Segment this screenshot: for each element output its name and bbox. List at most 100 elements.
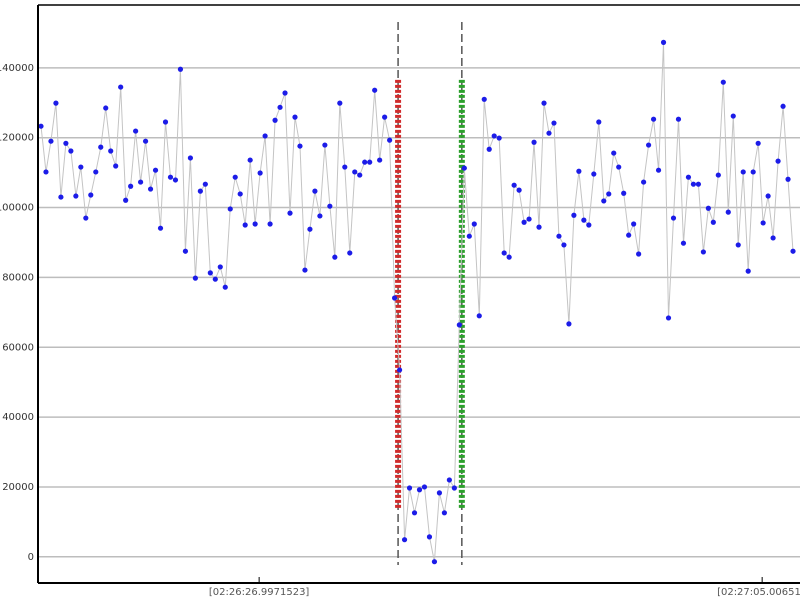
data-point xyxy=(526,216,532,222)
data-point xyxy=(396,367,403,373)
data-point xyxy=(790,248,796,254)
data-point xyxy=(621,190,627,196)
data-point xyxy=(735,242,741,248)
data-point xyxy=(695,181,702,187)
data-point xyxy=(611,150,617,156)
data-point xyxy=(690,181,697,187)
data-point xyxy=(755,140,761,146)
data-point xyxy=(307,226,313,232)
data-point xyxy=(192,275,198,281)
data-point xyxy=(88,192,94,198)
data-point xyxy=(760,220,766,226)
data-point xyxy=(541,100,547,106)
data-point xyxy=(182,248,189,254)
data-point xyxy=(282,90,288,96)
data-point xyxy=(421,484,428,490)
data-point xyxy=(63,140,69,146)
data-point xyxy=(546,130,552,136)
data-point xyxy=(53,100,59,106)
data-point xyxy=(372,87,378,93)
data-point xyxy=(401,537,408,543)
y-tick-label: 140000 xyxy=(0,63,34,74)
data-point xyxy=(277,104,283,110)
y-tick-label: 0 xyxy=(28,552,34,563)
data-point xyxy=(83,215,89,221)
data-point xyxy=(416,487,423,493)
data-point xyxy=(267,221,273,227)
data-point xyxy=(357,172,363,178)
data-point xyxy=(571,212,577,218)
data-point xyxy=(705,205,711,211)
data-point xyxy=(660,39,667,45)
data-point xyxy=(566,321,572,327)
data-point xyxy=(551,120,557,126)
data-point xyxy=(770,235,776,241)
data-point xyxy=(466,233,472,239)
x-tick-label: [02:27:05.006517 xyxy=(717,587,800,598)
data-point xyxy=(147,186,154,192)
data-point xyxy=(103,105,109,111)
data-point xyxy=(670,215,677,221)
data-point xyxy=(113,163,119,169)
data-point xyxy=(531,139,537,145)
data-point xyxy=(561,242,567,248)
data-point xyxy=(342,164,348,170)
data-point xyxy=(765,193,771,199)
data-point xyxy=(212,276,218,282)
data-point xyxy=(177,66,184,72)
data-point xyxy=(68,148,74,154)
data-point xyxy=(38,123,44,129)
data-point xyxy=(775,158,781,164)
y-tick-label: 80000 xyxy=(2,272,34,283)
data-point xyxy=(720,79,726,85)
data-point xyxy=(312,188,318,194)
data-point xyxy=(581,217,587,223)
data-point xyxy=(137,179,144,185)
data-point xyxy=(352,169,358,175)
data-point xyxy=(536,224,542,230)
data-point xyxy=(496,135,502,141)
data-point xyxy=(591,171,597,177)
data-point xyxy=(431,559,438,565)
data-point xyxy=(750,169,756,175)
data-point xyxy=(730,113,736,119)
data-point xyxy=(157,225,164,231)
data-point xyxy=(456,322,462,328)
data-point xyxy=(476,313,482,319)
data-point xyxy=(172,177,179,183)
series-line xyxy=(40,42,794,562)
data-point xyxy=(685,174,692,180)
data-point xyxy=(606,191,612,197)
data-point xyxy=(78,164,84,170)
data-point xyxy=(98,144,104,150)
data-point xyxy=(451,485,457,491)
data-point xyxy=(377,157,383,163)
y-tick-label: 100000 xyxy=(0,203,34,214)
data-point xyxy=(362,159,368,165)
data-point xyxy=(43,169,49,175)
data-point xyxy=(123,197,129,203)
data-point xyxy=(501,250,507,256)
data-point xyxy=(616,164,622,170)
data-point xyxy=(680,240,687,246)
data-point xyxy=(655,167,662,173)
data-point xyxy=(242,222,248,228)
data-point xyxy=(227,206,233,212)
data-point xyxy=(237,191,243,197)
y-tick-label: 40000 xyxy=(2,412,34,423)
data-point xyxy=(232,174,238,180)
data-point xyxy=(481,96,487,102)
data-point xyxy=(48,138,54,144)
data-point xyxy=(411,510,418,516)
data-point xyxy=(461,165,467,171)
data-point xyxy=(645,142,652,148)
data-point xyxy=(780,103,786,109)
y-tick-label: 20000 xyxy=(2,482,34,493)
data-point xyxy=(292,114,298,120)
data-point xyxy=(486,146,492,152)
data-point xyxy=(740,169,746,175)
data-point xyxy=(367,159,373,165)
data-point xyxy=(287,210,293,216)
data-point xyxy=(272,117,278,123)
